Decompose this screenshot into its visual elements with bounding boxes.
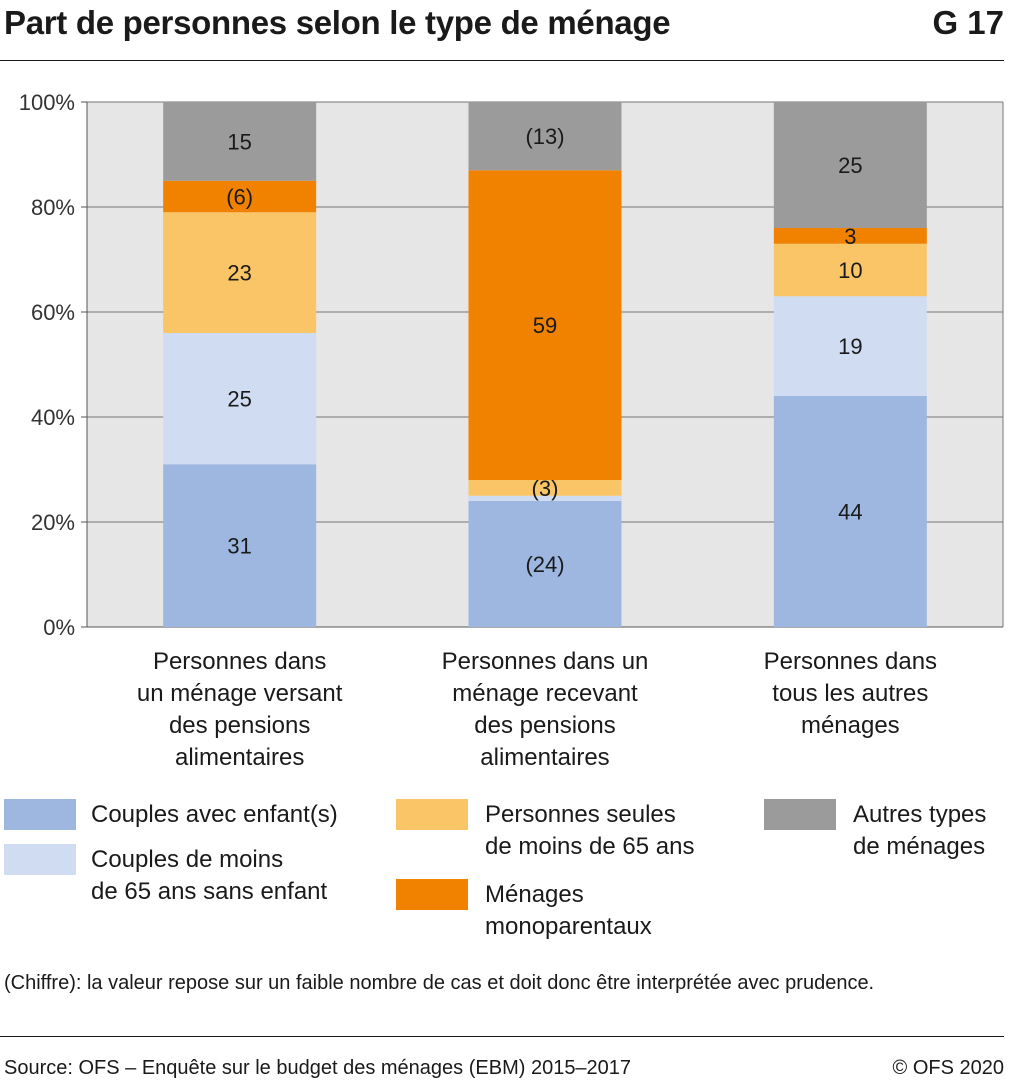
- legend-label-couples-enfants: Couples avec enfant(s): [91, 801, 338, 828]
- y-tick-label: 60%: [31, 300, 75, 325]
- data-label: (24): [525, 552, 564, 577]
- data-label: 23: [227, 261, 251, 286]
- bar-segment: [468, 480, 622, 496]
- y-tick-label: 20%: [31, 510, 75, 535]
- bar-segment: [773, 396, 927, 627]
- bar-segment: [773, 243, 927, 297]
- chart-title: Part de personnes selon le type de ménag…: [4, 4, 671, 41]
- data-label: 59: [533, 313, 557, 338]
- top-divider: [0, 60, 1004, 61]
- bar-segment: [468, 170, 622, 480]
- data-label: 25: [227, 387, 251, 412]
- bar-segment: [163, 212, 317, 333]
- bar-segment: [773, 228, 927, 244]
- data-label: 3: [844, 224, 856, 249]
- bar-segment: [163, 464, 317, 627]
- bar-segment: [163, 333, 317, 465]
- y-tick-label: 0%: [43, 615, 75, 640]
- footnote: (Chiffre): la valeur repose sur un faibl…: [4, 972, 875, 994]
- stacked-bar-chart: 0% 20% 40% 60% 80% 100% 31 25 23 (6) 15 Personnes d…: [19, 90, 1004, 770]
- data-label: 31: [227, 534, 251, 559]
- bar-segment: [163, 180, 317, 213]
- data-label: 19: [838, 334, 862, 359]
- legend-swatch-couples-sans-enfant: [4, 844, 76, 875]
- bar-segment: [773, 102, 927, 228]
- category-label: Personnes dans un ménage versant des pensi…: [137, 648, 343, 770]
- figure-number: G 17: [932, 4, 1004, 41]
- category-label: Personnes dans un ménage recevant des pens…: [442, 648, 649, 770]
- bar-segment: [468, 495, 622, 501]
- data-label: 44: [838, 500, 862, 525]
- legend-label-autres: Autres types de ménages: [853, 801, 987, 860]
- legend-label-monoparentaux: Ménages monoparentaux: [485, 881, 652, 940]
- category-label: Personnes dans tous les autres ménages: [764, 648, 937, 739]
- legend-label-personnes-seules: Personnes seules de moins de 65 ans: [485, 801, 695, 860]
- data-label: (13): [525, 124, 564, 149]
- y-tick-label: 100%: [19, 90, 75, 115]
- data-label: (3): [532, 476, 559, 501]
- legend-label-couples-sans-enfant: Couples de moins de 65 ans sans enfant: [91, 846, 328, 905]
- copyright-text: © OFS 2020: [892, 1057, 1004, 1079]
- bar-segment: [468, 102, 622, 171]
- data-label: 25: [838, 153, 862, 178]
- data-label: (6): [226, 185, 253, 210]
- legend-swatch-couples-enfants: [4, 799, 76, 830]
- bar-segment: [468, 501, 622, 627]
- data-label: 10: [838, 258, 862, 283]
- bottom-divider: [0, 1036, 1004, 1037]
- source-text: Source: OFS – Enquête sur le budget des …: [4, 1057, 632, 1079]
- y-tick-label: 40%: [31, 405, 75, 430]
- bar-segment: [773, 296, 927, 396]
- bar-segment: [163, 102, 317, 181]
- legend-swatch-autres: [764, 799, 836, 830]
- legend-swatch-personnes-seules: [396, 799, 468, 830]
- legend-swatch-monoparentaux: [396, 879, 468, 910]
- data-label: 15: [227, 129, 251, 154]
- y-tick-label: 80%: [31, 195, 75, 220]
